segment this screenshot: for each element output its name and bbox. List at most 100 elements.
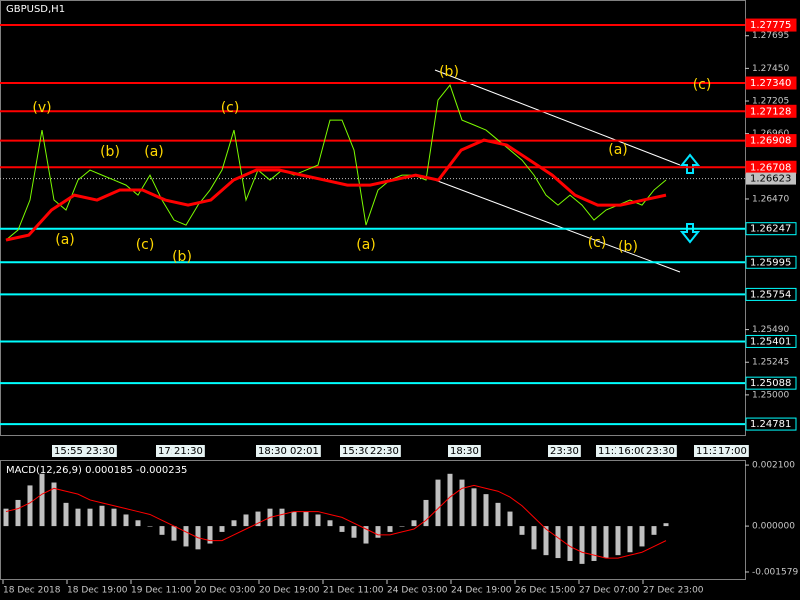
- level-label: 1.24781: [750, 419, 791, 430]
- macd-bar: [375, 526, 381, 538]
- macd-bar: [87, 508, 93, 527]
- macd-bar: [231, 520, 237, 527]
- time-tag: 18:30: [258, 446, 287, 457]
- macd-bar: [435, 479, 441, 527]
- time-tag-box: [340, 445, 373, 457]
- wave-label: (a): [356, 237, 376, 253]
- y-tick-label: 1.27205: [752, 97, 789, 107]
- wave-label: (b): [618, 239, 638, 255]
- x-tick-label: 26 Dec 15:00: [515, 586, 576, 596]
- macd-tick-label: 0.002100: [752, 461, 795, 471]
- macd-pane-border: [0, 460, 746, 580]
- macd-bar: [591, 526, 597, 561]
- wave-label: (v): [32, 100, 51, 116]
- time-tag: 11:3: [598, 446, 620, 457]
- x-tick-label: 19 Dec 11:00: [131, 586, 192, 596]
- macd-bar: [519, 526, 525, 535]
- macd-bar: [279, 508, 285, 527]
- macd-bar: [459, 479, 465, 527]
- macd-bar: [507, 511, 513, 527]
- time-tag-box: [156, 445, 177, 457]
- macd-tick-label: -0.001579: [752, 567, 798, 577]
- symbol-title: GBPUSD,H1: [6, 4, 65, 15]
- macd-bar: [75, 508, 81, 527]
- macd-bar: [99, 505, 105, 527]
- x-tick-label: 18 Dec 19:00: [67, 586, 128, 596]
- macd-bar: [243, 514, 249, 527]
- level-box: [745, 376, 797, 390]
- level-box: [745, 134, 797, 148]
- macd-bar: [111, 508, 117, 527]
- wave-label: (b): [172, 249, 192, 265]
- macd-bar: [255, 511, 261, 527]
- level-box: [745, 255, 797, 269]
- macd-bar: [663, 523, 669, 527]
- macd-label: MACD(12,26,9) 0.000185 -0.000235: [6, 465, 187, 476]
- macd-bar: [315, 514, 321, 527]
- level-box: [745, 222, 797, 236]
- x-tick-label: 20 Dec 03:00: [195, 586, 256, 596]
- current-price-box: [746, 172, 796, 185]
- macd-bar: [603, 526, 609, 559]
- macd-bar: [171, 526, 177, 541]
- macd-bar: [399, 526, 405, 527]
- macd-bar: [543, 526, 549, 556]
- time-tag: 15:55: [54, 446, 83, 457]
- wave-label: (c): [221, 100, 240, 116]
- level-label: 1.26247: [750, 224, 791, 235]
- x-tick-label: 24 Dec 19:00: [451, 586, 512, 596]
- y-tick-label: 1.27450: [752, 64, 789, 74]
- time-tag: 11:3: [696, 446, 718, 457]
- wave-label: (c): [693, 77, 712, 93]
- macd-bar: [3, 508, 9, 527]
- macd-bar: [495, 502, 501, 527]
- wave-label: (c): [136, 237, 155, 253]
- macd-bar: [51, 482, 57, 527]
- macd-bar: [135, 520, 141, 527]
- macd-bar: [147, 526, 153, 527]
- time-tag: 23:30: [86, 446, 115, 457]
- macd-bar: [447, 473, 453, 527]
- current-price-label: 1.26623: [750, 174, 791, 185]
- y-tick-label: 1.25490: [752, 325, 789, 335]
- time-tag: 22:30: [370, 446, 399, 457]
- y-tick-label: 1.27695: [752, 31, 789, 41]
- wave-label: (a): [144, 144, 164, 160]
- x-tick-label: 24 Dec 03:00: [387, 586, 448, 596]
- channel-lower: [434, 179, 681, 273]
- wave-label: (c): [588, 235, 607, 251]
- level-label: 1.25754: [750, 289, 791, 300]
- time-tag-box: [448, 445, 481, 457]
- time-tag-box: [548, 445, 581, 457]
- macd-bar: [339, 526, 345, 532]
- macd-bar: [327, 520, 333, 527]
- macd-bar: [627, 526, 633, 553]
- time-tag: 17:00: [718, 446, 747, 457]
- level-label: 1.27128: [750, 106, 791, 117]
- macd-bar: [219, 526, 225, 532]
- macd-signal: [5, 484, 667, 559]
- x-tick-label: 27 Dec 07:00: [579, 586, 640, 596]
- time-tag-box: [644, 445, 677, 457]
- time-tag-box: [694, 445, 721, 457]
- time-tag-box: [288, 445, 321, 457]
- macd-bar: [39, 473, 45, 527]
- time-tag-box: [596, 445, 623, 457]
- time-tag: 15:30: [342, 446, 371, 457]
- macd-bar: [411, 520, 417, 527]
- macd-tick-label: 0.000000: [752, 522, 795, 532]
- macd-bar: [63, 502, 69, 527]
- macd-bar: [567, 526, 573, 561]
- time-tag: 18:30: [450, 446, 479, 457]
- time-tag: 23:30: [646, 446, 675, 457]
- time-tag-box: [716, 445, 749, 457]
- macd-bar: [27, 485, 33, 527]
- macd-bar: [531, 526, 537, 550]
- level-label: 1.25088: [750, 378, 791, 389]
- level-box: [745, 287, 797, 301]
- level-label: 1.27775: [750, 20, 791, 31]
- level-box: [745, 76, 797, 90]
- macd-bar: [471, 488, 477, 527]
- macd-bar: [651, 526, 657, 535]
